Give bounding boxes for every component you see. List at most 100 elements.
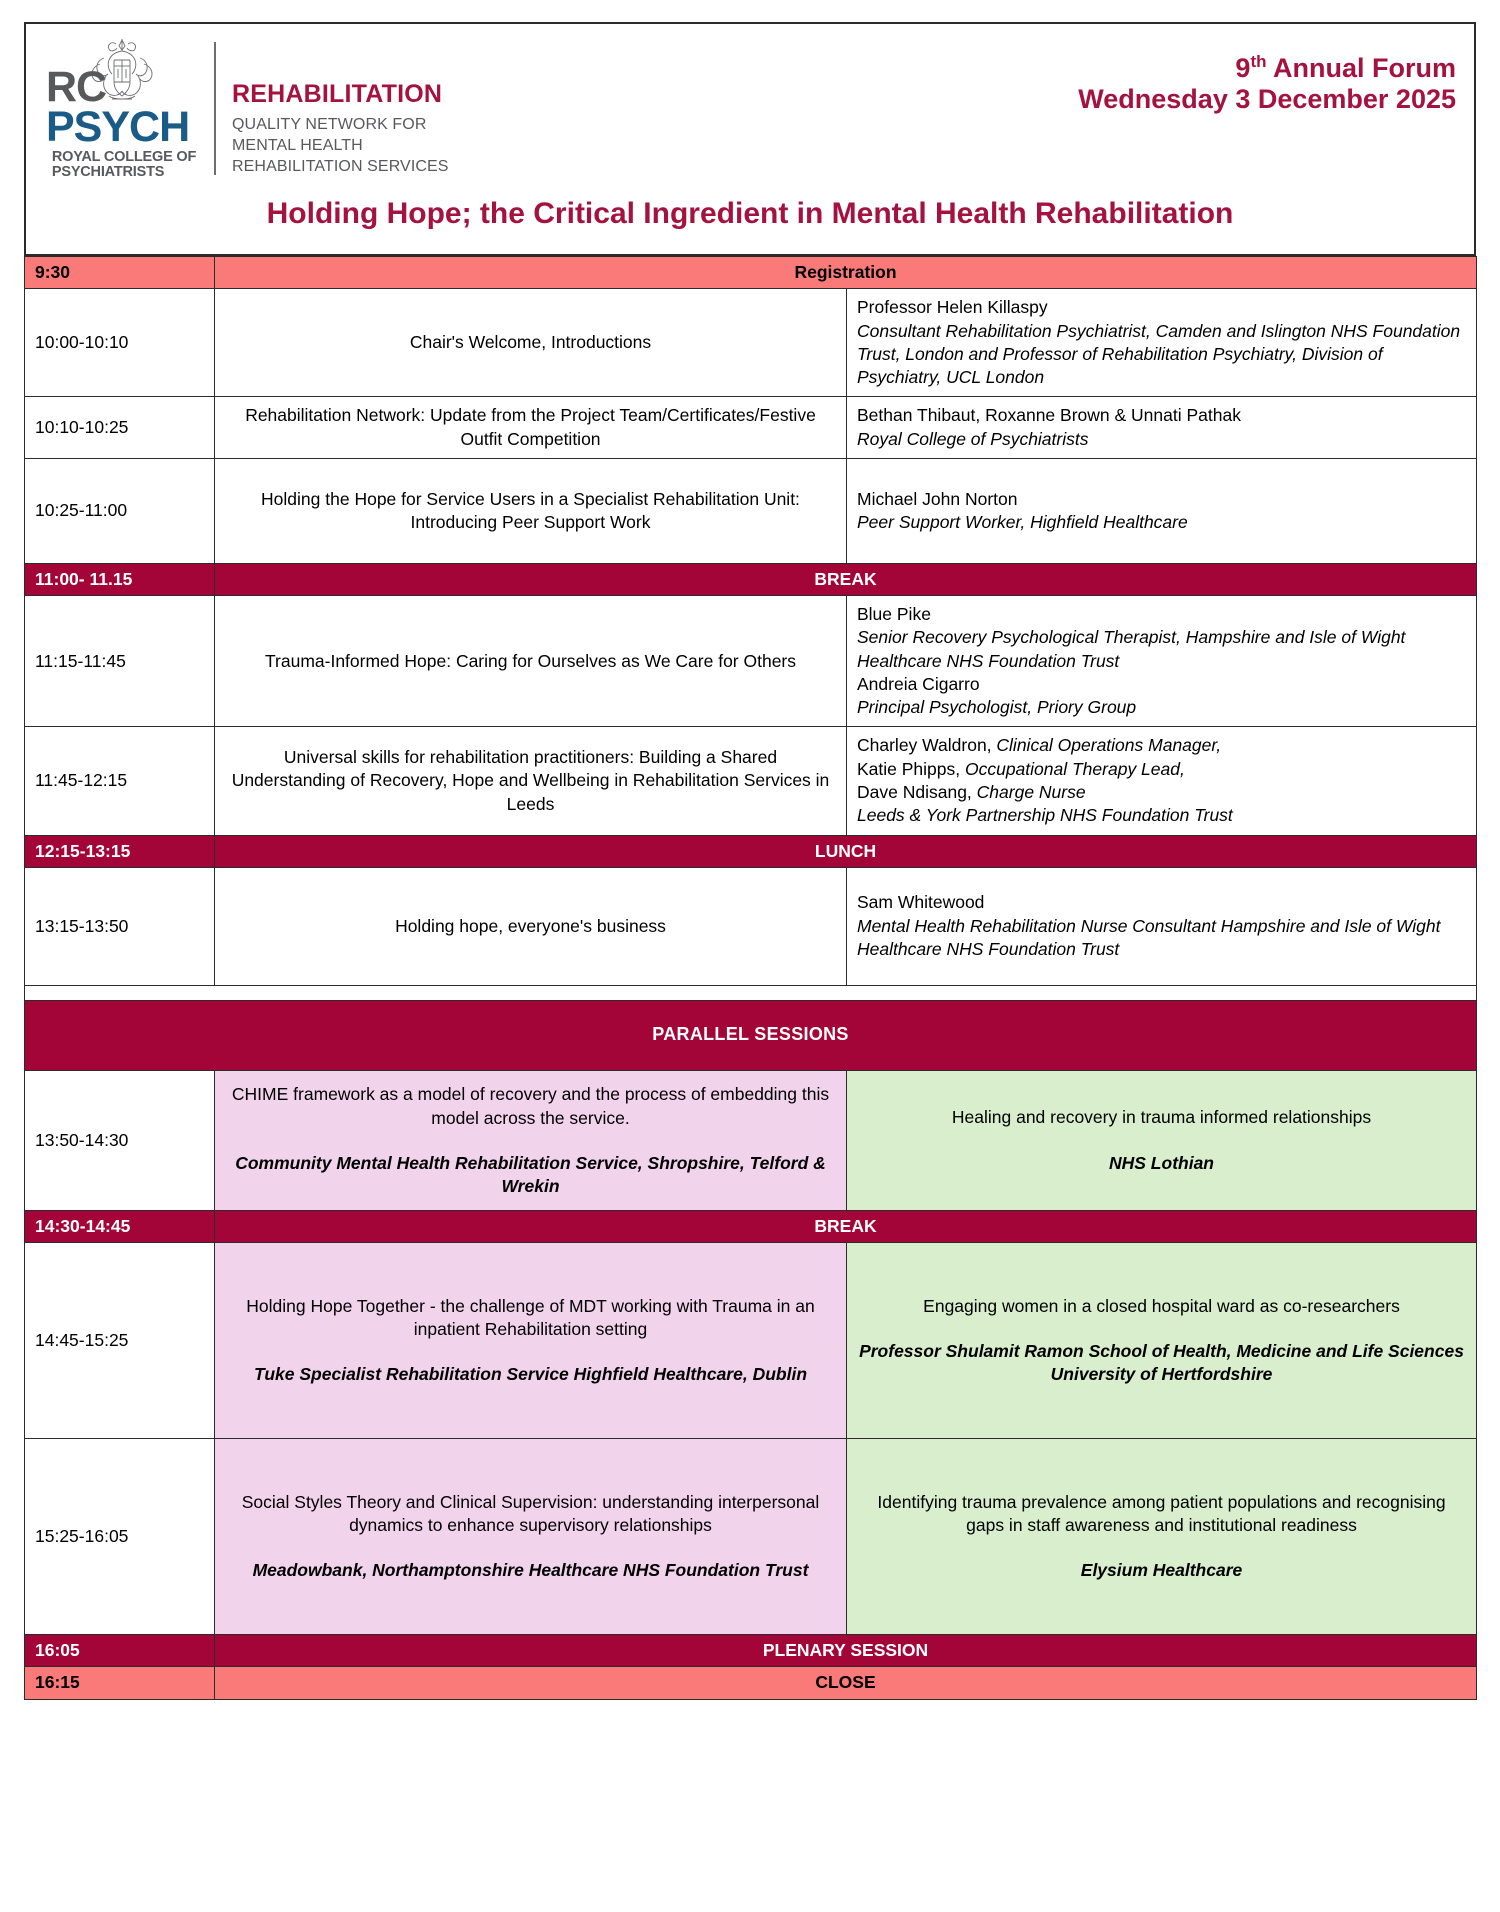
table-row: 16:05 PLENARY SESSION (24, 1634, 1478, 1668)
speaker-role: Royal College of Psychiatrists (857, 428, 1089, 449)
speaker-name: Professor Helen Killaspy (857, 297, 1048, 318)
network-subtitle-line1: QUALITY NETWORK FOR (232, 116, 427, 133)
speaker-name: Charley Waldron, (857, 735, 997, 756)
session-organisation: Elysium Healthcare (1080, 1560, 1243, 1581)
table-row: 11:15-11:45 Trauma-Informed Hope: Caring… (24, 595, 1478, 728)
speaker-name: Dave Ndisang, (857, 781, 977, 802)
forum-label: Annual Forum (1266, 53, 1456, 83)
rcpsych-logo: RC PSYCH ROYAL COLLEGE OF PSYCHIATRISTS (44, 38, 212, 181)
table-row: PARALLEL SESSIONS (23, 999, 1478, 1071)
session-title: Identifying trauma prevalence among pati… (877, 1491, 1446, 1536)
network-subtitle-line3: REHABILITATION SERVICES (232, 158, 449, 176)
event-details: 9th Annual Forum Wednesday 3 December 20… (1078, 38, 1456, 116)
speaker-role: Charge Nurse (976, 781, 1086, 802)
rcpsych-full-name-line2: PSYCHIATRISTS (51, 164, 165, 181)
network-title: REHABILITATION (232, 80, 443, 108)
rcpsych-psych-text: PSYCH (46, 102, 190, 151)
parallel-2-time: 14:45-15:25 (24, 1242, 215, 1440)
table-row: 10:00-10:10 Chair's Welcome, Introductio… (24, 288, 1478, 398)
universal-skills-time: 11:45-12:15 (24, 726, 215, 836)
network-subtitle-line2: MENTAL HEALTH (232, 137, 363, 155)
welcome-time: 10:00-10:10 (24, 288, 215, 398)
network-branding: REHABILITATION QUALITY NETWORK FOR MENTA… (232, 38, 449, 177)
programme-title-container: Holding Hope; the Critical Ingredient in… (24, 190, 1476, 256)
speaker-name: Katie Phipps, (857, 758, 965, 779)
parallel-2-right-session: Engaging women in a closed hospital ward… (845, 1242, 1478, 1440)
table-row: 15:25-16:05 Social Styles Theory and Cli… (24, 1438, 1478, 1636)
session-organisation: Meadowbank, Northamptonshire Healthcare … (252, 1560, 809, 1581)
speaker-name: Michael John Norton (857, 488, 1018, 509)
parallel-3-left-session: Social Styles Theory and Clinical Superv… (214, 1438, 847, 1636)
forum-ordinal: 9th Annual Forum (1078, 52, 1456, 83)
rcpsych-full-name: ROYAL COLLEGE OF PSYCHIATRISTS (51, 149, 197, 181)
speaker-organisation: Leeds & York Partnership NHS Foundation … (857, 805, 1233, 826)
speaker-name: Bethan Thibaut, Roxanne Brown & Unnati P… (857, 405, 1241, 426)
parallel-1-right-session: Healing and recovery in trauma informed … (845, 1069, 1478, 1211)
programme-schedule-table: 9:30 Registration 10:00-10:10 Chair's We… (23, 255, 1478, 1700)
session-organisation: Tuke Specialist Rehabilitation Service H… (253, 1364, 808, 1385)
welcome-topic: Chair's Welcome, Introductions (214, 288, 847, 398)
table-spacer (23, 984, 1478, 1001)
event-date: Wednesday 3 December 2025 (1078, 84, 1456, 115)
speaker-role: Peer Support Worker, Highfield Healthcar… (857, 511, 1188, 532)
break-2-time: 14:30-14:45 (24, 1209, 215, 1244)
session-organisation: NHS Lothian (1109, 1152, 1214, 1173)
registration-time: 9:30 (24, 255, 215, 290)
close-time: 16:15 (24, 1666, 215, 1700)
network-update-speakers: Bethan Thibaut, Roxanne Brown & Unnati P… (845, 396, 1478, 459)
speaker-name: Sam Whitewood (857, 892, 985, 913)
peer-support-time: 10:25-11:00 (24, 457, 215, 564)
network-update-time: 10:10-10:25 (24, 396, 215, 459)
table-row: 10:10-10:25 Rehabilitation Network: Upda… (24, 396, 1478, 459)
speaker-role: Clinical Operations Manager, (996, 735, 1222, 756)
speaker-role: Principal Psychologist, Priory Group (857, 697, 1137, 718)
rcpsych-branding: RC PSYCH ROYAL COLLEGE OF PSYCHIATRISTS … (44, 38, 449, 181)
forum-number: 9 (1235, 53, 1251, 83)
session-title: Social Styles Theory and Clinical Superv… (241, 1491, 820, 1536)
session-organisation: Professor Shulamit Ramon School of Healt… (859, 1341, 1464, 1385)
break-2-label: BREAK (213, 1209, 1478, 1244)
universal-skills-topic: Universal skills for rehabilitation prac… (214, 726, 847, 836)
speaker-role: Senior Recovery Psychological Therapist,… (857, 627, 1406, 671)
speaker-role: Consultant Rehabilitation Psychiatrist, … (857, 320, 1461, 388)
session-organisation: Community Mental Health Rehabilitation S… (235, 1152, 826, 1196)
parallel-3-time: 15:25-16:05 (24, 1438, 215, 1636)
universal-skills-speakers: Charley Waldron, Clinical Operations Man… (845, 726, 1478, 836)
speaker-name: Blue Pike (857, 604, 931, 625)
plenary-time: 16:05 (24, 1634, 215, 1668)
session-title: Engaging women in a closed hospital ward… (923, 1296, 1400, 1317)
table-row: 13:15-13:50 Holding hope, everyone's bus… (24, 866, 1478, 986)
table-row: 11:45-12:15 Universal skills for rehabil… (24, 726, 1478, 836)
welcome-speakers: Professor Helen Killaspy Consultant Reha… (845, 288, 1478, 398)
peer-support-topic: Holding the Hope for Service Users in a … (214, 457, 847, 564)
rcpsych-full-name-line1: ROYAL COLLEGE OF (51, 149, 197, 166)
parallel-1-left-session: CHIME framework as a model of recovery a… (214, 1069, 847, 1211)
speaker-role: Mental Health Rehabilitation Nurse Consu… (857, 915, 1441, 959)
registration-label: Registration (213, 255, 1478, 290)
table-row: 12:15-13:15 LUNCH (24, 834, 1478, 868)
trauma-informed-speakers: Blue Pike Senior Recovery Psychological … (845, 595, 1478, 728)
table-row: 9:30 Registration (24, 255, 1478, 290)
spacer-cell (23, 984, 1478, 1001)
trauma-informed-time: 11:15-11:45 (24, 595, 215, 728)
speaker-role: Occupational Therapy Lead, (964, 758, 1185, 779)
parallel-1-time: 13:50-14:30 (24, 1069, 215, 1211)
session-title: Healing and recovery in trauma informed … (951, 1107, 1372, 1128)
parallel-3-right-session: Identifying trauma prevalence among pati… (845, 1438, 1478, 1636)
rcpsych-rc-text: RC (46, 63, 107, 111)
royal-coat-of-arms-crest-icon (91, 38, 153, 100)
holding-hope-topic: Holding hope, everyone's business (214, 866, 847, 986)
session-title: Holding Hope Together - the challenge of… (246, 1295, 815, 1340)
table-row: 16:15 CLOSE (24, 1666, 1478, 1700)
table-row: 10:25-11:00 Holding the Hope for Service… (24, 457, 1478, 564)
table-row: 14:45-15:25 Holding Hope Together - the … (24, 1242, 1478, 1440)
peer-support-speakers: Michael John Norton Peer Support Worker,… (845, 457, 1478, 564)
parallel-2-left-session: Holding Hope Together - the challenge of… (214, 1242, 847, 1440)
session-title: CHIME framework as a model of recovery a… (231, 1084, 830, 1128)
brand-divider (214, 42, 216, 175)
holding-hope-time: 13:15-13:50 (24, 866, 215, 986)
lunch-label: LUNCH (213, 834, 1478, 868)
plenary-label: PLENARY SESSION (213, 1634, 1478, 1668)
table-row: 13:50-14:30 CHIME framework as a model o… (24, 1069, 1478, 1211)
